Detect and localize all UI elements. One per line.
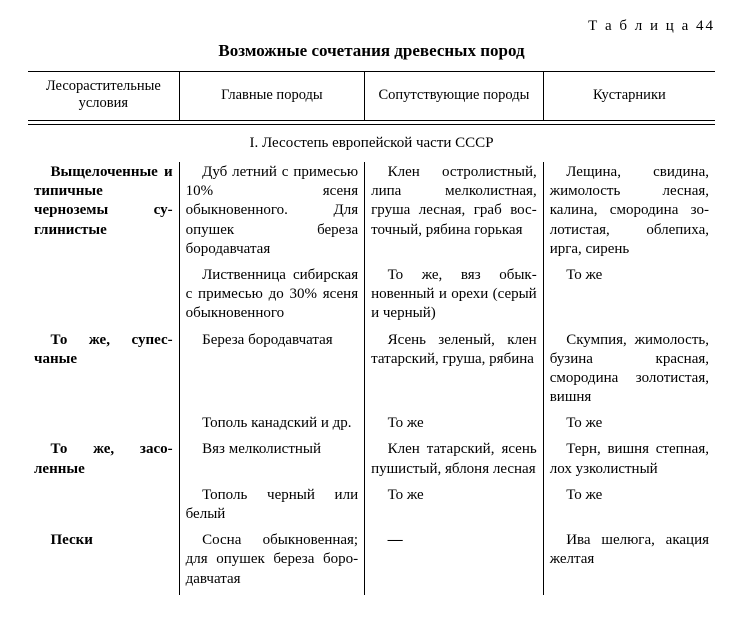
cell-c4: Лещина, свидина, жимолость лесная, калин… xyxy=(543,162,715,265)
cell-c2: Лиственница си­бирская с при­месью до 30… xyxy=(179,265,364,330)
cell-c1: Выщелочен­ные и типичные черноземы су­гл… xyxy=(28,162,179,265)
cell-c1 xyxy=(28,485,179,530)
cell-c3: Клен остролист­ный, липа мелко­листная, … xyxy=(365,162,544,265)
table-label: Т а б л и ц а 44 xyxy=(28,18,715,35)
col-header-conditions: Лесораститель­ные условия xyxy=(28,72,179,121)
table-row: Выщелочен­ные и типичные черноземы су­гл… xyxy=(28,162,715,265)
table-row: Лиственница си­бирская с при­месью до 30… xyxy=(28,265,715,330)
header-rule xyxy=(28,124,715,125)
col-header-shrubs: Кустарники xyxy=(543,72,715,121)
body-table: Выщелочен­ные и типичные черноземы су­гл… xyxy=(28,162,715,595)
page-title: Возможные сочетания древесных пород xyxy=(28,41,715,61)
cell-c3: — xyxy=(365,530,544,595)
table-row: ПескиСосна обыкно­венная; для опу­шек бе… xyxy=(28,530,715,595)
cell-c1 xyxy=(28,265,179,330)
cell-c4: Терн, вишня степ­ная, лох узколистный xyxy=(543,439,715,484)
cell-c3: Клен татарский, ясень пушистый, яблоня л… xyxy=(365,439,544,484)
cell-c2: Сосна обыкно­венная; для опу­шек береза … xyxy=(179,530,364,595)
cell-c1: То же, супес­чаные xyxy=(28,330,179,414)
cell-c2: Дуб летний с примесью 10% ясеня обыкнове… xyxy=(179,162,364,265)
cell-c2: Тополь черный или белый xyxy=(179,485,364,530)
cell-c1: Пески xyxy=(28,530,179,595)
cell-c1 xyxy=(28,413,179,439)
cell-c3: Ясень зеленый, клен татарский, груша, ря… xyxy=(365,330,544,414)
cell-c4: То же xyxy=(543,485,715,530)
cell-c2: Тополь канад­ский и др. xyxy=(179,413,364,439)
cell-c1: То же, засо­ленные xyxy=(28,439,179,484)
cell-c2: Вяз мелколист­ный xyxy=(179,439,364,484)
cell-c4: Скумпия, жимо­лость, бузина крас­ная, см… xyxy=(543,330,715,414)
col-header-main: Главные породы xyxy=(179,72,364,121)
table-row: Тополь черный или белыйТо жеТо же xyxy=(28,485,715,530)
col-header-accompanying: Сопутствующие породы xyxy=(365,72,544,121)
table-row: Тополь канад­ский и др.То жеТо же xyxy=(28,413,715,439)
cell-c3: То же xyxy=(365,485,544,530)
section-heading: I. Лесостепь европейской части СССР xyxy=(28,135,715,152)
header-table: Лесораститель­ные условия Главные породы… xyxy=(28,71,715,121)
table-row: То же, супес­чаныеБереза бородав­чатаяЯс… xyxy=(28,330,715,414)
cell-c3: То же, вяз обык­новенный и орехи (серый … xyxy=(365,265,544,330)
table-row: То же, засо­ленныеВяз мелколист­ныйКлен … xyxy=(28,439,715,484)
cell-c4: То же xyxy=(543,413,715,439)
cell-c3: То же xyxy=(365,413,544,439)
cell-c2: Береза бородав­чатая xyxy=(179,330,364,414)
cell-c4: То же xyxy=(543,265,715,330)
cell-c4: Ива шелюга, ака­ция желтая xyxy=(543,530,715,595)
